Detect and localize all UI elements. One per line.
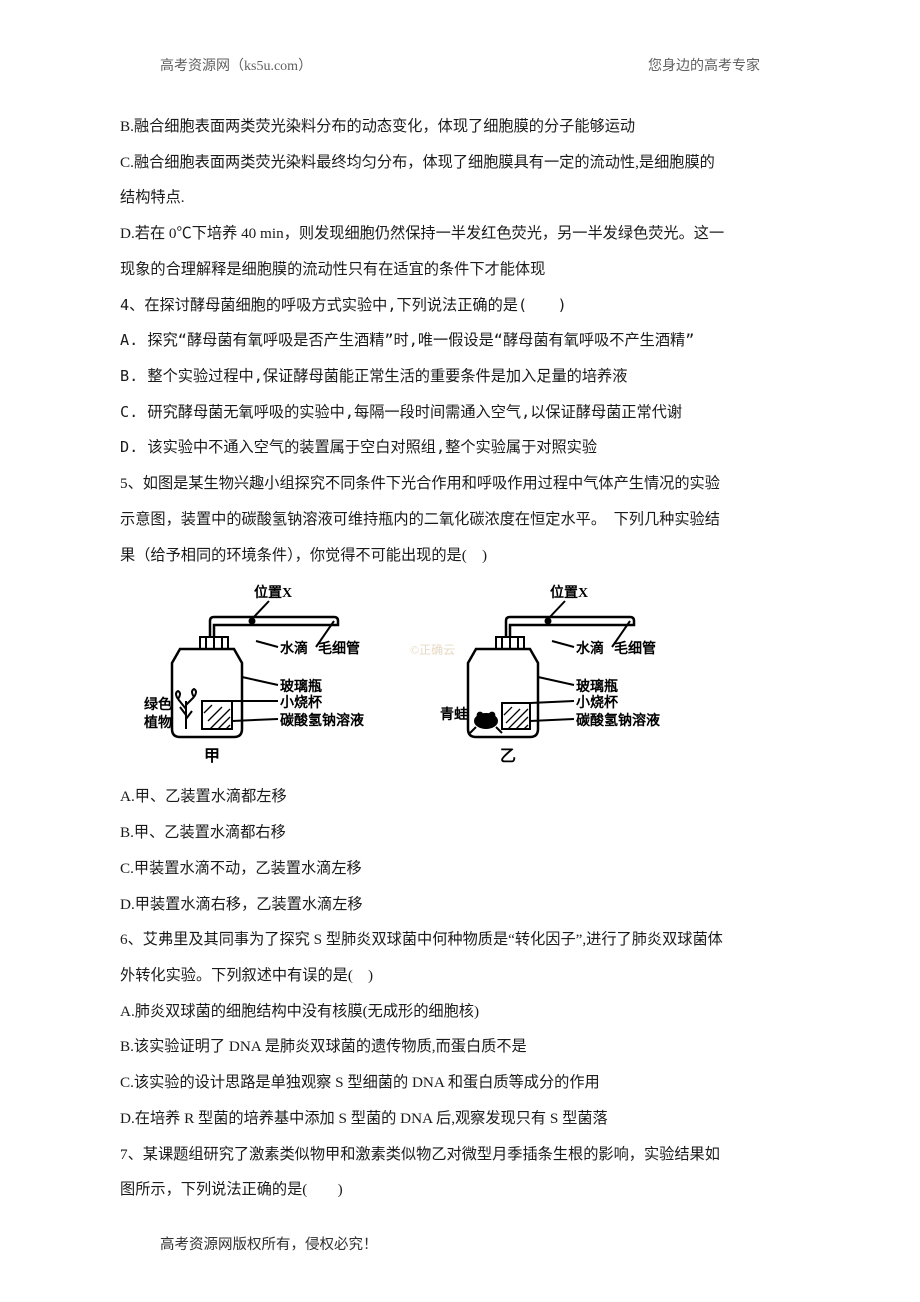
fig-yi-side: 青蛙	[440, 706, 468, 723]
fig-yi-caption: 乙	[500, 748, 516, 765]
option-b-q3: B.融合细胞表面两类荧光染料分布的动态变化，体现了细胞膜的分子能够运动	[120, 109, 800, 145]
option-c-q3-l2: 结构特点.	[120, 180, 800, 216]
page-header: 高考资源网（ks5u.com） 您身边的高考专家	[120, 55, 800, 75]
fig-jia-label-sol: 碳酸氢钠溶液	[280, 712, 365, 729]
question-5-l3: 果（给予相同的环境条件），你觉得不可能出现的是( )	[120, 538, 800, 574]
fig-jia-label-drop: 水滴	[280, 640, 308, 657]
fig-yi-label-sol: 碳酸氢钠溶液	[576, 712, 661, 729]
question-7-l1: 7、某课题组研究了激素类似物甲和激素类似物乙对微型月季插条生根的影响，实验结果如	[120, 1137, 800, 1173]
question-6-l1: 6、艾弗里及其同事为了探究 S 型肺炎双球菌中何种物质是“转化因子”,进行了肺炎…	[120, 922, 800, 958]
option-b-q6: B.该实验证明了 DNA 是肺炎双球菌的遗传物质,而蛋白质不是	[120, 1029, 800, 1065]
fig-jia-label-cap: 毛细管	[318, 640, 360, 657]
fig-jia-side-l2: 植物	[144, 714, 172, 731]
header-left-tail: ）	[298, 59, 312, 74]
figure-jia: 位置X	[144, 581, 394, 769]
fig-yi-label-cup: 小烧杯	[576, 694, 619, 711]
option-c-q4: C. 研究酵母菌无氧呼吸的实验中,每隔一段时间需通入空气,以保证酵母菌正常代谢	[120, 395, 800, 431]
question-6-l2: 外转化实验。下列叙述中有误的是( )	[120, 958, 800, 994]
option-d-q6: D.在培养 R 型菌的培养基中添加 S 型菌的 DNA 后,观察发现只有 S 型…	[120, 1101, 800, 1137]
header-left: 高考资源网（ks5u.com）	[160, 55, 312, 75]
question-7-l2: 图所示，下列说法正确的是( )	[120, 1172, 800, 1208]
option-d-q3-l1: D.若在 0℃下培养 40 min，则发现细胞仍然保持一半发红色荧光，另一半发绿…	[120, 216, 800, 252]
option-a-q6: A.肺炎双球菌的细胞结构中没有核膜(无成形的细胞核)	[120, 994, 800, 1030]
figure-yi: ©正确云 位置X	[440, 581, 690, 769]
option-c-q3-l1: C.融合细胞表面两类荧光染料最终均匀分布，体现了细胞膜具有一定的流动性,是细胞膜…	[120, 145, 800, 181]
fig-jia-side-l1: 绿色	[144, 696, 172, 713]
fig-jia-label-jar: 玻璃瓶	[280, 678, 322, 695]
fig-yi-label-jar: 玻璃瓶	[576, 678, 618, 695]
option-c-q5: C.甲装置水滴不动，乙装置水滴左移	[120, 851, 800, 887]
fig-jia-label-posx: 位置X	[254, 584, 292, 601]
header-link: ks5u.com	[244, 59, 298, 74]
fig-jia-caption: 甲	[204, 747, 220, 765]
header-left-main: 高考资源网（	[160, 59, 244, 74]
page-footer: 高考资源网版权所有，侵权必究！	[160, 1233, 378, 1254]
question-5-l1: 5、如图是某生物兴趣小组探究不同条件下光合作用和呼吸作用过程中气体产生情况的实验	[120, 466, 800, 502]
option-d-q3-l2: 现象的合理解释是细胞膜的流动性只有在适宜的条件下才能体现	[120, 252, 800, 288]
figure-row: 位置X	[144, 581, 800, 769]
option-a-q5: A.甲、乙装置水滴都左移	[120, 779, 800, 815]
question-5-l2: 示意图，装置中的碳酸氢钠溶液可维持瓶内的二氧化碳浓度在恒定水平。 下列几种实验结	[120, 502, 800, 538]
watermark: ©正确云	[410, 641, 455, 658]
option-d-q5: D.甲装置水滴右移，乙装置水滴左移	[120, 887, 800, 923]
option-c-q6: C.该实验的设计思路是单独观察 S 型细菌的 DNA 和蛋白质等成分的作用	[120, 1065, 800, 1101]
question-4: 4、在探讨酵母菌细胞的呼吸方式实验中,下列说法正确的是( )	[120, 288, 800, 324]
fig-yi-label-drop: 水滴	[576, 640, 604, 657]
option-a-q4: A. 探究“酵母菌有氧呼吸是否产生酒精”时,唯一假设是“酵母菌有氧呼吸不产生酒精…	[120, 323, 800, 359]
option-b-q5: B.甲、乙装置水滴都右移	[120, 815, 800, 851]
fig-jia-label-cup: 小烧杯	[280, 694, 323, 711]
fig-yi-label-cap: 毛细管	[614, 640, 656, 657]
option-d-q4: D. 该实验中不通入空气的装置属于空白对照组,整个实验属于对照实验	[120, 430, 800, 466]
fig-yi-label-posx: 位置X	[550, 584, 588, 601]
header-right: 您身边的高考专家	[648, 55, 760, 75]
option-b-q4: B. 整个实验过程中,保证酵母菌能正常生活的重要条件是加入足量的培养液	[120, 359, 800, 395]
